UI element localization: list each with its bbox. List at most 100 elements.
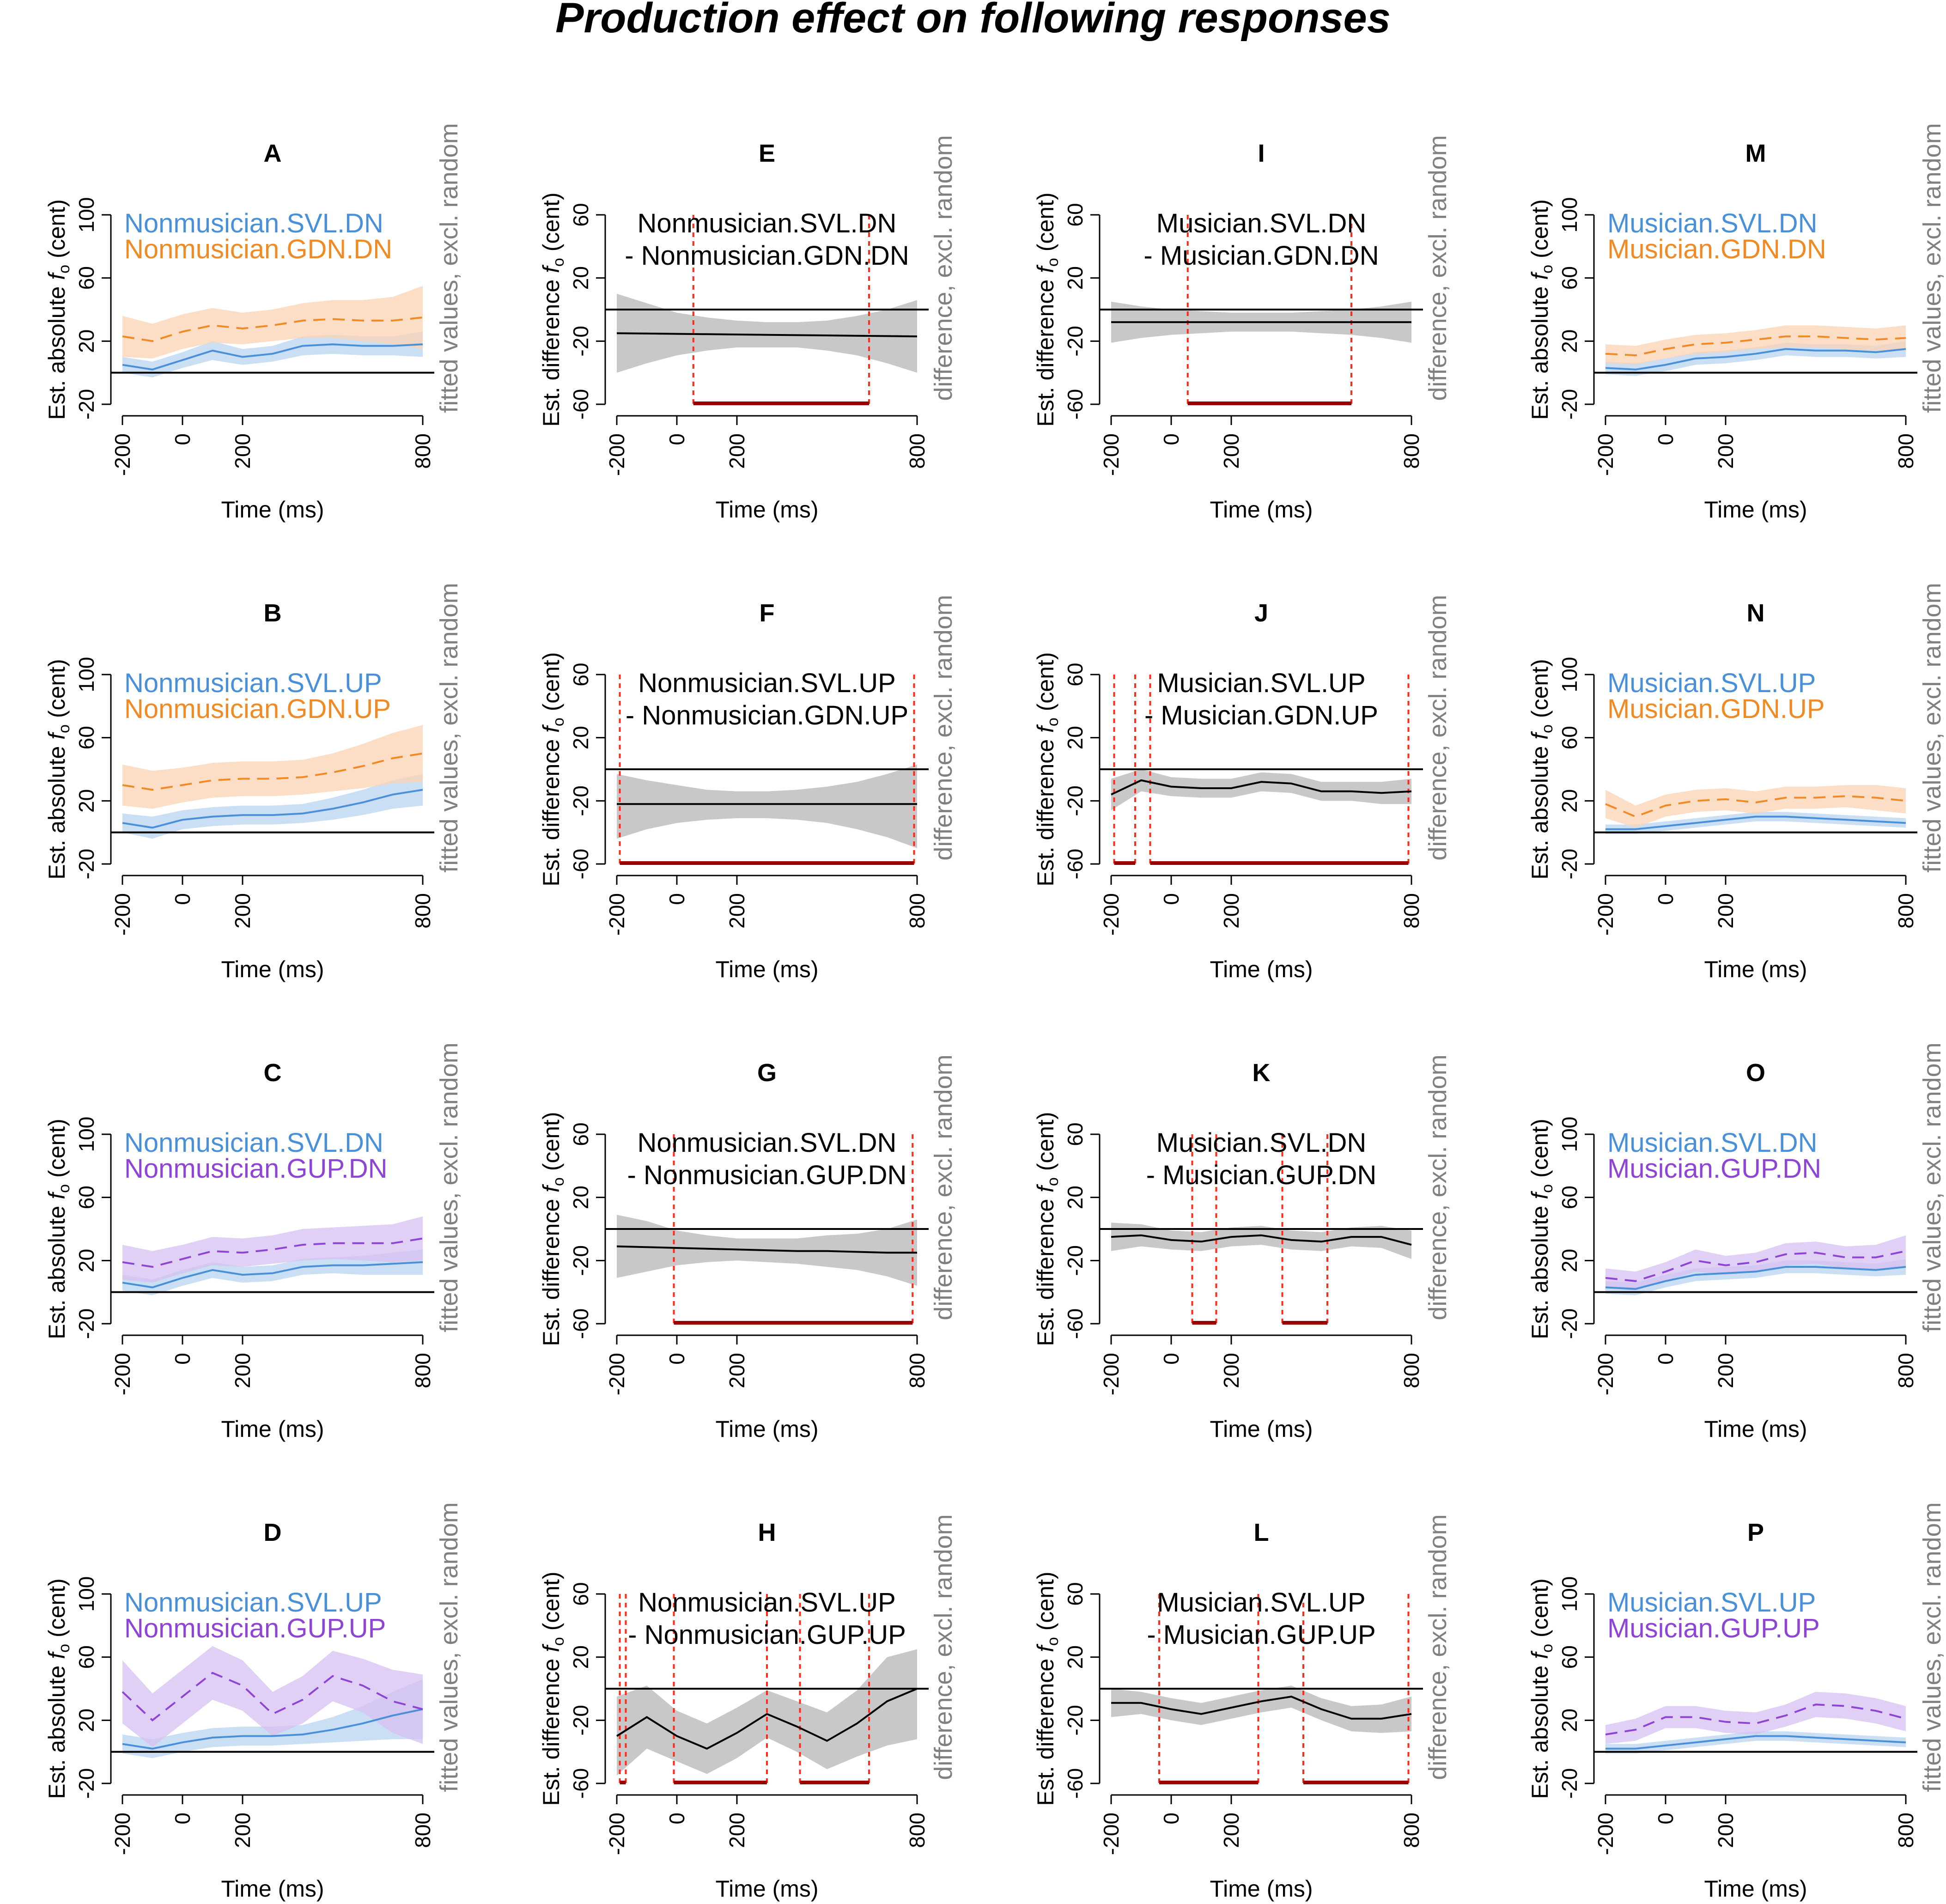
legend-entry: Musician.GDN.UP (1607, 694, 1825, 724)
y-axis-label: Est. difference fo (cent) (538, 192, 567, 426)
panel-f: -60 -20 20 60 -200 0 200 800 F Time (ms) Est. diff… (538, 595, 957, 982)
x-tick-label: 800 (411, 1813, 435, 1848)
x-tick-label: 200 (1219, 1813, 1243, 1848)
x-tick-label: 200 (725, 433, 749, 469)
y-axis-label: Est. absolute fo (cent) (1527, 1119, 1556, 1339)
y-tick-label: -60 (1063, 1308, 1087, 1339)
side-label: difference, excl. random (1424, 595, 1452, 860)
x-axis-label: Time (ms) (1704, 1876, 1807, 1902)
x-tick-label: -200 (110, 1353, 134, 1395)
panel-title: N (1747, 599, 1765, 627)
legend-entry: - Nonmusician.GDN.UP (626, 700, 908, 730)
x-tick-label: 0 (1654, 433, 1678, 445)
x-tick-label: -200 (110, 893, 134, 936)
y-tick-label: 20 (74, 789, 98, 813)
x-tick-label: 200 (725, 1813, 749, 1848)
series-line (1605, 348, 1906, 371)
side-label: difference, excl. random (930, 135, 957, 401)
confidence-band (617, 293, 917, 373)
y-tick-label: 100 (1557, 657, 1581, 693)
series-line (122, 343, 423, 371)
confidence-band (122, 1216, 423, 1283)
y-tick-label: 60 (1557, 1645, 1581, 1669)
y-tick-label: -20 (1063, 1245, 1087, 1276)
x-tick-label: 200 (1219, 893, 1243, 929)
x-tick-label: 800 (1399, 433, 1423, 469)
x-tick-label: -200 (605, 433, 629, 476)
x-tick-label: 200 (725, 1353, 749, 1388)
series-line (1111, 779, 1412, 796)
x-tick-label: 800 (1894, 1813, 1918, 1848)
legend-entry: Musician.GUP.UP (1607, 1613, 1820, 1643)
series-line (1111, 1234, 1412, 1246)
y-tick-label: 60 (1063, 1122, 1087, 1146)
confidence-band (1605, 1731, 1906, 1754)
legend-entry: Nonmusician.SVL.DN (124, 208, 383, 238)
legend-entry: Musician.GUP.DN (1607, 1154, 1821, 1184)
legend-entry: Nonmusician.GUP.UP (124, 1613, 386, 1643)
legend-entry: - Musician.GUP.UP (1147, 1620, 1375, 1650)
legend-entry: Nonmusician.SVL.UP (124, 668, 382, 698)
x-tick-label: 0 (1159, 433, 1183, 445)
x-tick-label: 800 (411, 893, 435, 929)
series-line (1111, 1696, 1412, 1720)
y-tick-label: 60 (1557, 266, 1581, 290)
y-tick-label: -20 (569, 785, 593, 816)
y-tick-label: -20 (74, 389, 98, 420)
y-tick-label: -20 (1557, 1308, 1581, 1339)
panel-title: H (758, 1519, 776, 1546)
x-tick-label: 0 (1159, 1353, 1183, 1365)
x-axis-label: Time (ms) (715, 497, 818, 523)
legend-entry: - Musician.GDN.DN (1143, 241, 1379, 271)
x-axis-label: Time (ms) (221, 1876, 324, 1902)
y-tick-label: 20 (74, 1709, 98, 1732)
y-tick-label: 20 (1063, 1186, 1087, 1209)
y-axis-label: Est. absolute fo (cent) (44, 1119, 73, 1339)
y-tick-label: 100 (74, 197, 98, 233)
y-tick-label: 20 (1557, 329, 1581, 353)
series-line (616, 1688, 918, 1750)
x-tick-label: 200 (1714, 433, 1738, 469)
y-tick-label: -20 (74, 1308, 98, 1339)
x-tick-label: 0 (665, 1353, 689, 1365)
x-axis-label: Time (ms) (1704, 956, 1807, 982)
panel-l: -60 -20 20 60 -200 0 200 800 L Time (ms) Est. diff… (1033, 1514, 1452, 1902)
panel-title: B (264, 599, 282, 627)
x-tick-label: 800 (1894, 433, 1918, 469)
confidence-band (122, 725, 423, 809)
legend-entry: - Nonmusician.GUP.UP (628, 1620, 906, 1650)
y-tick-label: 20 (1557, 789, 1581, 813)
y-tick-label: -60 (569, 1308, 593, 1339)
panel-title: K (1253, 1059, 1271, 1087)
y-tick-label: 60 (1557, 1186, 1581, 1209)
x-tick-label: 0 (1654, 893, 1678, 905)
y-tick-label: 60 (74, 266, 98, 290)
series-line (122, 752, 423, 791)
x-tick-label: -200 (1593, 1353, 1618, 1395)
y-tick-label: -20 (1063, 1705, 1087, 1735)
legend-entry: - Nonmusician.GDN.DN (625, 241, 909, 271)
x-axis-label: Time (ms) (715, 956, 818, 982)
y-tick-label: 60 (74, 1186, 98, 1209)
x-tick-label: 200 (1714, 893, 1738, 929)
confidence-band (617, 764, 917, 848)
series-line (122, 1261, 423, 1289)
y-tick-label: -20 (74, 1768, 98, 1799)
x-tick-label: 800 (1894, 893, 1918, 929)
panel-g: -60 -20 20 60 -200 0 200 800 G Time (ms) Est. diff… (538, 1054, 957, 1442)
x-axis-label: Time (ms) (221, 497, 324, 523)
confidence-band (122, 774, 423, 839)
x-tick-label: -200 (605, 1353, 629, 1395)
side-label: difference, excl. random (930, 1054, 957, 1320)
x-tick-label: 200 (231, 1353, 255, 1388)
y-tick-label: 60 (1063, 1582, 1087, 1606)
panel-title: P (1747, 1519, 1764, 1546)
x-axis-label: Time (ms) (1210, 1416, 1313, 1442)
y-tick-label: 20 (74, 1249, 98, 1272)
x-axis-label: Time (ms) (221, 956, 324, 982)
y-tick-label: 60 (569, 663, 593, 686)
legend-entry: Musician.SVL.DN (1607, 1128, 1817, 1158)
x-tick-label: 800 (411, 1353, 435, 1388)
confidence-band (1111, 1685, 1411, 1733)
confidence-band (122, 1646, 423, 1747)
